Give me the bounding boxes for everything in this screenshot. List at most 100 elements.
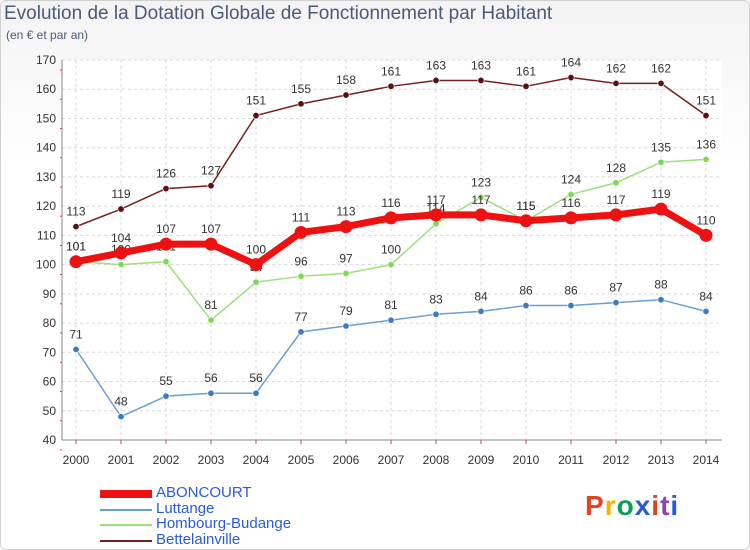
data-label: 119: [111, 187, 130, 201]
data-point: [384, 211, 398, 225]
logo-letter: i: [651, 490, 661, 521]
data-point: [564, 211, 578, 225]
data-label: 100: [381, 243, 401, 257]
y-tick-label: 150: [36, 111, 56, 125]
x-tick-label: 2008: [423, 453, 450, 467]
data-point: [702, 112, 710, 120]
legend-swatch: [100, 490, 152, 498]
data-point: [252, 389, 260, 397]
data-label: 86: [564, 284, 578, 298]
legend-label: Bettelainville: [156, 530, 241, 548]
data-label: 162: [651, 61, 671, 75]
data-label: 55: [159, 374, 173, 388]
x-tick-label: 2009: [468, 453, 495, 467]
data-point: [207, 389, 215, 397]
proxiti-logo: Proxiti: [585, 490, 679, 522]
data-point: [432, 220, 440, 228]
data-point: [297, 272, 305, 280]
y-tick-label: 160: [36, 82, 56, 96]
y-tick-label: 110: [37, 228, 56, 242]
data-point: [702, 307, 710, 315]
logo-letter: r: [604, 490, 617, 521]
x-tick-label: 2011: [558, 453, 584, 467]
legend-swatch: [100, 508, 152, 511]
data-point: [249, 258, 263, 272]
data-point: [702, 155, 710, 163]
y-tick-label: 70: [43, 345, 57, 359]
data-label: 96: [294, 254, 308, 268]
data-point: [654, 202, 668, 216]
data-label: 163: [471, 58, 491, 72]
data-point: [657, 158, 665, 166]
data-label: 163: [426, 58, 446, 72]
data-point: [657, 79, 665, 87]
data-label: 115: [516, 199, 535, 213]
data-point: [162, 185, 170, 193]
data-label: 115: [516, 199, 535, 213]
data-point: [117, 205, 125, 213]
x-tick-label: 2010: [513, 453, 540, 467]
data-label: 79: [339, 304, 353, 318]
data-point: [339, 220, 353, 234]
logo-letter: i: [670, 490, 680, 521]
data-point: [204, 237, 218, 251]
data-point: [342, 269, 350, 277]
data-point: [297, 100, 305, 108]
x-tick-label: 2003: [198, 453, 225, 467]
logo-letter: o: [616, 490, 635, 521]
y-tick-label: 80: [43, 316, 57, 330]
data-point: [432, 310, 440, 318]
data-label: 81: [204, 298, 218, 312]
data-label: 71: [69, 327, 83, 341]
data-point: [519, 214, 533, 228]
data-point: [297, 328, 305, 336]
data-point: [342, 91, 350, 99]
data-point: [387, 82, 395, 90]
x-tick-label: 2000: [63, 453, 90, 467]
y-tick-label: 50: [43, 404, 57, 418]
data-point: [522, 302, 530, 310]
data-label: 101: [66, 240, 86, 254]
data-point: [72, 345, 80, 353]
data-point: [207, 316, 215, 324]
data-point: [387, 316, 395, 324]
data-point: [567, 190, 575, 198]
data-label: 86: [519, 284, 533, 298]
data-label: 110: [696, 213, 715, 227]
data-label: 88: [654, 278, 668, 292]
data-label: 151: [696, 94, 716, 108]
x-tick-label: 2001: [108, 453, 135, 467]
data-point: [72, 223, 80, 231]
y-tick-label: 170: [36, 53, 56, 67]
data-point: [162, 392, 170, 400]
legend-swatch: [100, 524, 152, 526]
data-label: 104: [111, 231, 131, 245]
plot-area: [62, 60, 722, 440]
data-point: [612, 79, 620, 87]
data-point: [117, 413, 125, 421]
data-label: 128: [606, 161, 626, 175]
data-label: 101: [66, 240, 86, 254]
data-label: 113: [336, 205, 355, 219]
data-label: 155: [291, 82, 311, 96]
chart-title: Evolution de la Dotation Globale de Fonc…: [4, 3, 553, 24]
data-point: [432, 76, 440, 84]
logo-letter: t: [660, 490, 671, 521]
data-label: 117: [471, 193, 490, 207]
data-label: 124: [561, 172, 581, 186]
data-label: 116: [381, 196, 400, 210]
data-label: 135: [651, 140, 671, 154]
data-label: 126: [156, 167, 176, 181]
data-label: 151: [246, 94, 266, 108]
data-point: [522, 82, 530, 90]
data-label: 83: [429, 292, 443, 306]
data-label: 84: [699, 289, 713, 303]
data-label: 162: [606, 61, 626, 75]
data-label: 81: [384, 298, 398, 312]
legend-label: Luttange: [156, 499, 215, 517]
data-point: [162, 258, 170, 266]
data-label: 158: [336, 73, 356, 87]
data-label: 84: [474, 289, 488, 303]
logo-letter: P: [585, 490, 605, 521]
data-label: 113: [66, 205, 85, 219]
